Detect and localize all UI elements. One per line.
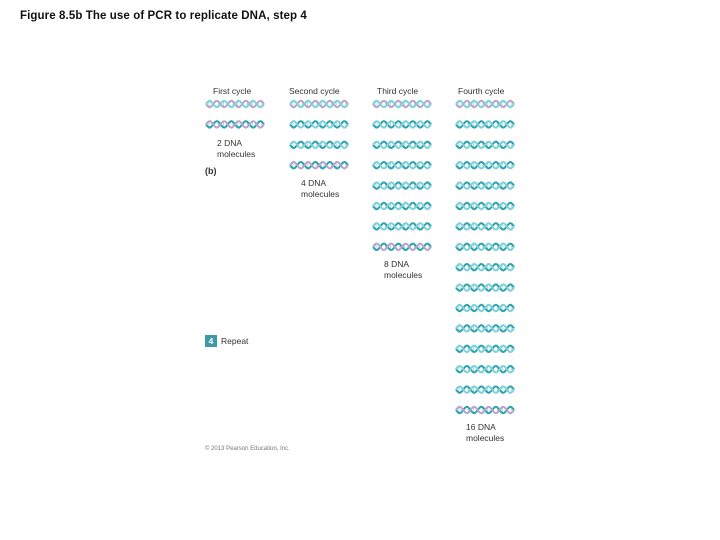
- dna-molecule: [372, 140, 432, 150]
- dna-molecule: [455, 120, 515, 129]
- dna-molecule: [205, 120, 265, 129]
- dna-molecule: [289, 120, 349, 129]
- dna-strand: [372, 99, 432, 109]
- dna-strand: [455, 201, 515, 211]
- dna-molecule: [455, 160, 515, 170]
- dna-molecule: [455, 201, 515, 211]
- dna-strand: [455, 120, 515, 129]
- dna-molecule: [289, 140, 349, 150]
- dna-strand: [372, 181, 432, 190]
- copyright-notice: © 2013 Pearson Education, Inc.: [205, 446, 290, 452]
- dna-strand: [372, 242, 432, 252]
- dna-molecule: [455, 283, 515, 292]
- dna-strand: [205, 99, 265, 109]
- dna-molecule: [372, 160, 432, 170]
- dna-strand: [455, 364, 515, 374]
- dna-strand: [372, 160, 432, 170]
- cycle-2-header: Second cycle: [289, 86, 340, 96]
- dna-molecule: [372, 222, 432, 231]
- dna-molecule: [289, 99, 349, 109]
- dna-molecule: [455, 385, 515, 394]
- dna-strand: [372, 140, 432, 150]
- dna-strand: [289, 99, 349, 109]
- dna-strand: [205, 120, 265, 129]
- dna-strand: [289, 120, 349, 129]
- dna-molecule: [372, 201, 432, 211]
- dna-strand: [372, 120, 432, 129]
- dna-molecule: [372, 242, 432, 252]
- dna-strand: [455, 283, 515, 292]
- dna-strand: [455, 181, 515, 190]
- dna-strand: [455, 242, 515, 252]
- cycle-4-header: Fourth cycle: [458, 86, 505, 96]
- dna-molecule: [372, 99, 432, 109]
- dna-strand: [455, 344, 515, 354]
- dna-molecule: [455, 242, 515, 252]
- dna-molecule: [289, 160, 349, 170]
- dna-molecule: [455, 222, 515, 231]
- dna-molecule: [455, 344, 515, 354]
- step-description: Repeat: [221, 336, 249, 346]
- dna-molecule: [455, 364, 515, 374]
- dna-molecule: [455, 262, 515, 272]
- cycle-1-header: First cycle: [213, 86, 252, 96]
- dna-strand: [455, 405, 515, 415]
- dna-strand: [455, 99, 515, 109]
- dna-strand: [455, 385, 515, 394]
- dna-strand: [289, 160, 349, 170]
- dna-strand: [455, 222, 515, 231]
- step-number-badge: 4: [205, 335, 217, 347]
- dna-strand: [289, 140, 349, 150]
- dna-strand: [455, 303, 515, 313]
- panel-label: (b): [205, 166, 217, 176]
- dna-molecule: [455, 140, 515, 150]
- dna-molecule: [455, 99, 515, 109]
- dna-strand: [455, 324, 515, 333]
- dna-molecule: [372, 181, 432, 190]
- cycle-3-header: Third cycle: [377, 86, 419, 96]
- dna-strand: [455, 160, 515, 170]
- dna-strand: [455, 262, 515, 272]
- dna-molecule: [455, 303, 515, 313]
- cycle-3-molecule-count: 8 DNA molecules: [384, 259, 423, 280]
- dna-molecule: [455, 181, 515, 190]
- cycle-1-molecule-count: 2 DNA molecules: [217, 138, 256, 159]
- dna-strand: [372, 222, 432, 231]
- dna-molecule: [455, 405, 515, 415]
- cycle-2-molecule-count: 4 DNA molecules: [301, 178, 340, 199]
- dna-molecule: [205, 99, 265, 109]
- figure-title: Figure 8.5b The use of PCR to replicate …: [20, 10, 307, 22]
- cycle-4-molecule-count: 16 DNA molecules: [466, 422, 505, 443]
- dna-molecule: [372, 120, 432, 129]
- dna-strand: [372, 201, 432, 211]
- dna-molecule: [455, 324, 515, 333]
- dna-strand: [455, 140, 515, 150]
